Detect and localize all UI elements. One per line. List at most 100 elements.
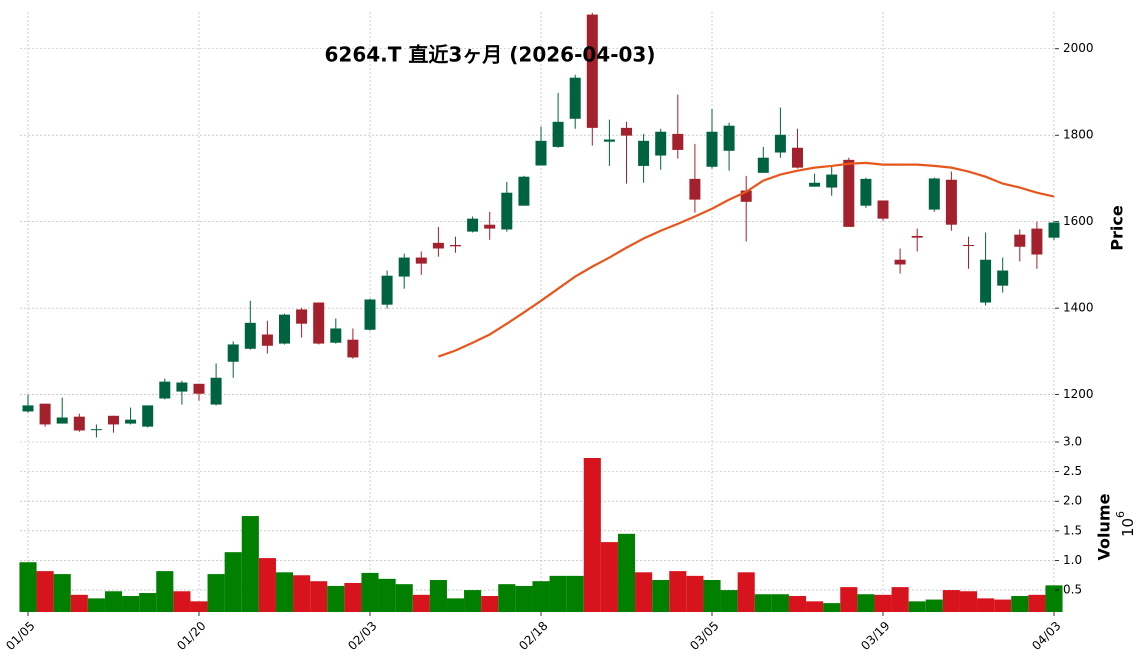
volume-bar <box>275 572 294 612</box>
candle-body <box>826 174 838 188</box>
volume-bar <box>686 575 704 612</box>
candle-body <box>1048 222 1060 238</box>
candle-body <box>381 275 393 305</box>
volume-tick-label: 1.0 <box>1063 553 1082 567</box>
volume-tick-label: 1.5 <box>1063 523 1082 537</box>
candle-body <box>980 259 992 303</box>
volume-bar <box>823 603 841 612</box>
candle-body <box>142 405 154 427</box>
candle-body <box>330 328 342 343</box>
volume-bar <box>1011 596 1029 612</box>
candle-body <box>638 140 650 166</box>
candle-body <box>706 131 718 167</box>
y-axis-label: Price <box>1108 205 1127 251</box>
volume-bar <box>310 581 328 612</box>
candle-body <box>450 245 461 247</box>
volume-scale-exponent: 6 <box>1114 511 1127 518</box>
candle-body <box>774 134 786 153</box>
volume-bar <box>857 594 875 612</box>
volume-bar <box>1028 594 1046 612</box>
candle-body <box>159 381 171 399</box>
volume-bar <box>429 580 447 612</box>
x-tick-label: 01/20 <box>174 619 208 653</box>
candle-body <box>467 218 479 232</box>
candle-body <box>911 235 923 238</box>
candle-body <box>501 192 513 230</box>
candle-body <box>792 147 803 168</box>
y-tick-label: 2000 <box>1063 41 1094 55</box>
candle-body <box>809 182 821 187</box>
volume-bar <box>241 516 259 612</box>
candle-body <box>945 179 957 225</box>
volume-bar <box>446 598 465 612</box>
candle-body <box>672 133 684 150</box>
volume-bar <box>190 601 208 612</box>
candle-body <box>843 159 855 227</box>
candle-body <box>1031 228 1043 255</box>
marks <box>19 12 1063 612</box>
candle-body <box>757 157 769 173</box>
candle-body <box>347 339 359 358</box>
moving-average-line <box>438 161 1055 358</box>
candle-body <box>894 259 906 265</box>
x-tick-label: 02/03 <box>345 619 379 653</box>
volume-bar <box>720 590 738 612</box>
candle-body <box>740 190 752 202</box>
candle-body <box>535 140 547 166</box>
candle-body <box>108 415 119 425</box>
volume-bar <box>583 457 601 612</box>
candle-body <box>603 139 615 142</box>
volume-bar <box>942 590 960 612</box>
volume-bar <box>515 585 533 612</box>
volume-bar <box>19 562 37 612</box>
volume-bar <box>771 594 789 612</box>
candle-body <box>860 178 872 206</box>
candle-body <box>518 176 530 206</box>
candle-body <box>586 14 598 128</box>
volume-bar <box>378 578 396 612</box>
volume-bar <box>806 601 824 612</box>
volume-tick-label: 2.0 <box>1063 494 1082 508</box>
volume-bar <box>207 574 225 612</box>
candle-body <box>227 344 239 362</box>
volume-bar <box>959 591 978 612</box>
volume-bar <box>498 584 516 612</box>
grid <box>20 12 1055 612</box>
candle-body <box>928 178 940 210</box>
volume-bar <box>36 571 54 612</box>
candle-body <box>279 314 290 344</box>
volume-bar <box>156 571 174 612</box>
candle-body <box>39 403 51 425</box>
volume-tick-label: 2.5 <box>1063 464 1082 478</box>
volume-bar <box>977 598 995 612</box>
candle-body <box>689 178 701 200</box>
candle-body <box>176 382 188 392</box>
volume-bar <box>122 596 140 612</box>
candle-body <box>552 121 564 147</box>
candle-body <box>364 299 376 330</box>
candle-body <box>877 200 889 219</box>
volume-bar <box>532 581 550 612</box>
volume-bar <box>173 591 191 612</box>
chart-title: 6264.T 直近3ヶ月 (2026-04-03) <box>325 43 656 67</box>
volume-bar <box>635 572 653 612</box>
volume-bar <box>70 594 88 612</box>
volume-bar <box>754 594 772 612</box>
candle-body <box>296 309 308 324</box>
volume-bar <box>891 587 909 612</box>
volume-tick-label: 3.0 <box>1063 435 1082 449</box>
y-tick-label: 1200 <box>1063 387 1094 401</box>
x-tick-label: 01/05 <box>3 619 37 653</box>
candle-body <box>193 383 205 394</box>
volume-bar <box>87 598 105 612</box>
y-tick-label: 1800 <box>1063 128 1094 142</box>
volume-tick-label: 0.5 <box>1063 583 1082 597</box>
volume-bar <box>703 580 721 612</box>
volume-bar <box>464 590 482 612</box>
candle-body <box>90 429 102 431</box>
volume-bar <box>788 596 807 612</box>
candle-body <box>621 127 632 136</box>
candle-body <box>313 302 325 344</box>
volume-bar <box>1045 585 1063 612</box>
